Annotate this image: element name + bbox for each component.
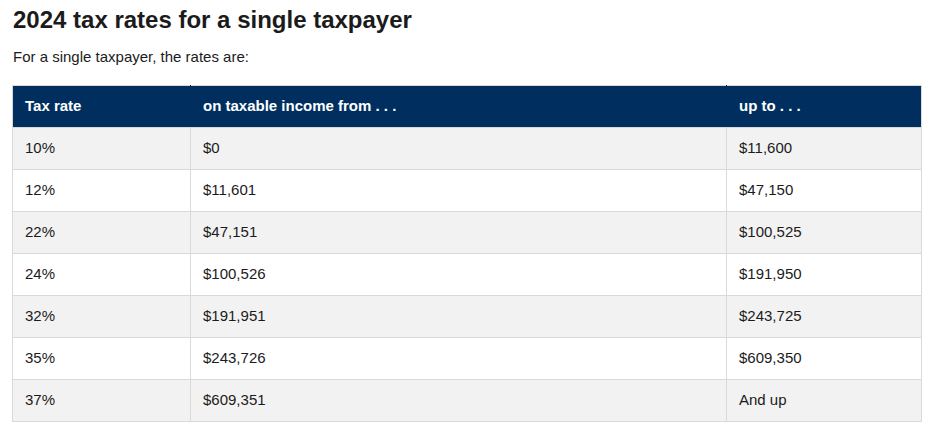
tax-rates-table: Tax rate on taxable income from . . . up… xyxy=(12,85,922,422)
table-row: 10% $0 $11,600 xyxy=(13,127,922,169)
cell-tax-rate: 10% xyxy=(13,127,191,169)
table-body: 10% $0 $11,600 12% $11,601 $47,150 22% $… xyxy=(13,127,922,421)
page-title: 2024 tax rates for a single taxpayer xyxy=(13,6,921,34)
table-row: 24% $100,526 $191,950 xyxy=(13,253,922,295)
cell-tax-rate: 32% xyxy=(13,295,191,337)
table-row: 32% $191,951 $243,725 xyxy=(13,295,922,337)
cell-tax-rate: 37% xyxy=(13,379,191,421)
column-header-up-to: up to . . . xyxy=(727,85,922,127)
cell-income-from: $11,601 xyxy=(191,169,727,211)
cell-income-from: $191,951 xyxy=(191,295,727,337)
table-row: 37% $609,351 And up xyxy=(13,379,922,421)
cell-up-to: $191,950 xyxy=(727,253,922,295)
table-row: 12% $11,601 $47,150 xyxy=(13,169,922,211)
table-row: 35% $243,726 $609,350 xyxy=(13,337,922,379)
cell-up-to: $47,150 xyxy=(727,169,922,211)
cell-income-from: $0 xyxy=(191,127,727,169)
column-header-tax-rate: Tax rate xyxy=(13,85,191,127)
cell-income-from: $609,351 xyxy=(191,379,727,421)
cell-up-to: $100,525 xyxy=(727,211,922,253)
cell-tax-rate: 24% xyxy=(13,253,191,295)
column-header-income-from: on taxable income from . . . xyxy=(191,85,727,127)
table-header: Tax rate on taxable income from . . . up… xyxy=(13,85,922,127)
cell-tax-rate: 22% xyxy=(13,211,191,253)
cell-up-to: $243,725 xyxy=(727,295,922,337)
cell-up-to: $11,600 xyxy=(727,127,922,169)
table-row: 22% $47,151 $100,525 xyxy=(13,211,922,253)
cell-income-from: $47,151 xyxy=(191,211,727,253)
page: 2024 tax rates for a single taxpayer For… xyxy=(0,6,936,422)
cell-up-to: $609,350 xyxy=(727,337,922,379)
table-header-row: Tax rate on taxable income from . . . up… xyxy=(13,85,922,127)
cell-income-from: $243,726 xyxy=(191,337,727,379)
cell-income-from: $100,526 xyxy=(191,253,727,295)
cell-tax-rate: 12% xyxy=(13,169,191,211)
cell-up-to: And up xyxy=(727,379,922,421)
page-subtitle: For a single taxpayer, the rates are: xyxy=(13,49,921,64)
cell-tax-rate: 35% xyxy=(13,337,191,379)
